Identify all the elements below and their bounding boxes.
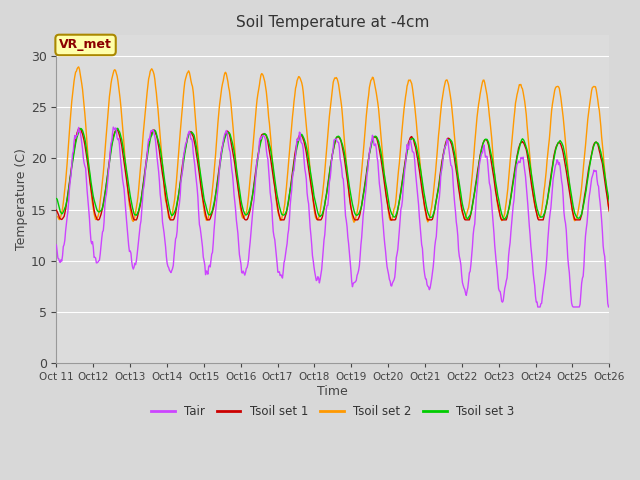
Title: Soil Temperature at -4cm: Soil Temperature at -4cm: [236, 15, 429, 30]
Y-axis label: Temperature (C): Temperature (C): [15, 148, 28, 250]
Text: VR_met: VR_met: [59, 38, 112, 51]
Legend: Tair, Tsoil set 1, Tsoil set 2, Tsoil set 3: Tair, Tsoil set 1, Tsoil set 2, Tsoil se…: [147, 401, 519, 423]
X-axis label: Time: Time: [317, 385, 348, 398]
